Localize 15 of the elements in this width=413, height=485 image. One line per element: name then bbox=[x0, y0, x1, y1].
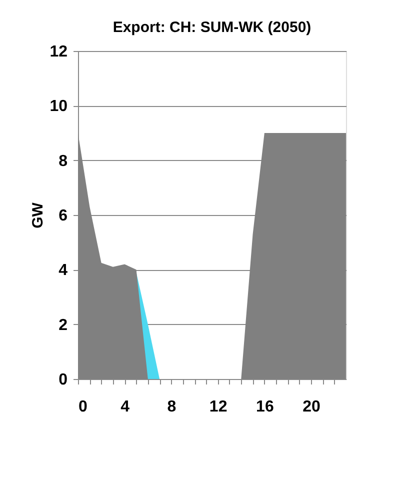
y-tick-label: 8 bbox=[58, 152, 68, 170]
x-tick-label: 16 bbox=[256, 398, 274, 416]
y-axis-title: GW bbox=[30, 202, 47, 228]
x-tick-label: 8 bbox=[167, 398, 176, 416]
y-tick-label: 0 bbox=[58, 372, 68, 388]
x-tick-label: 4 bbox=[120, 398, 130, 416]
y-tick-label: 6 bbox=[58, 208, 68, 224]
y-tick-label: 4 bbox=[58, 262, 68, 280]
chart-title: Export: CH: SUM-WK (2050) bbox=[112, 19, 312, 36]
x-tick-label: 0 bbox=[78, 398, 88, 416]
y-tick-label: 2 bbox=[58, 316, 68, 334]
y-tick-label: 12 bbox=[50, 44, 68, 60]
y-tick-label: 10 bbox=[50, 98, 68, 116]
x-tick-label: 20 bbox=[302, 398, 321, 416]
x-tick-label: 12 bbox=[209, 398, 228, 416]
